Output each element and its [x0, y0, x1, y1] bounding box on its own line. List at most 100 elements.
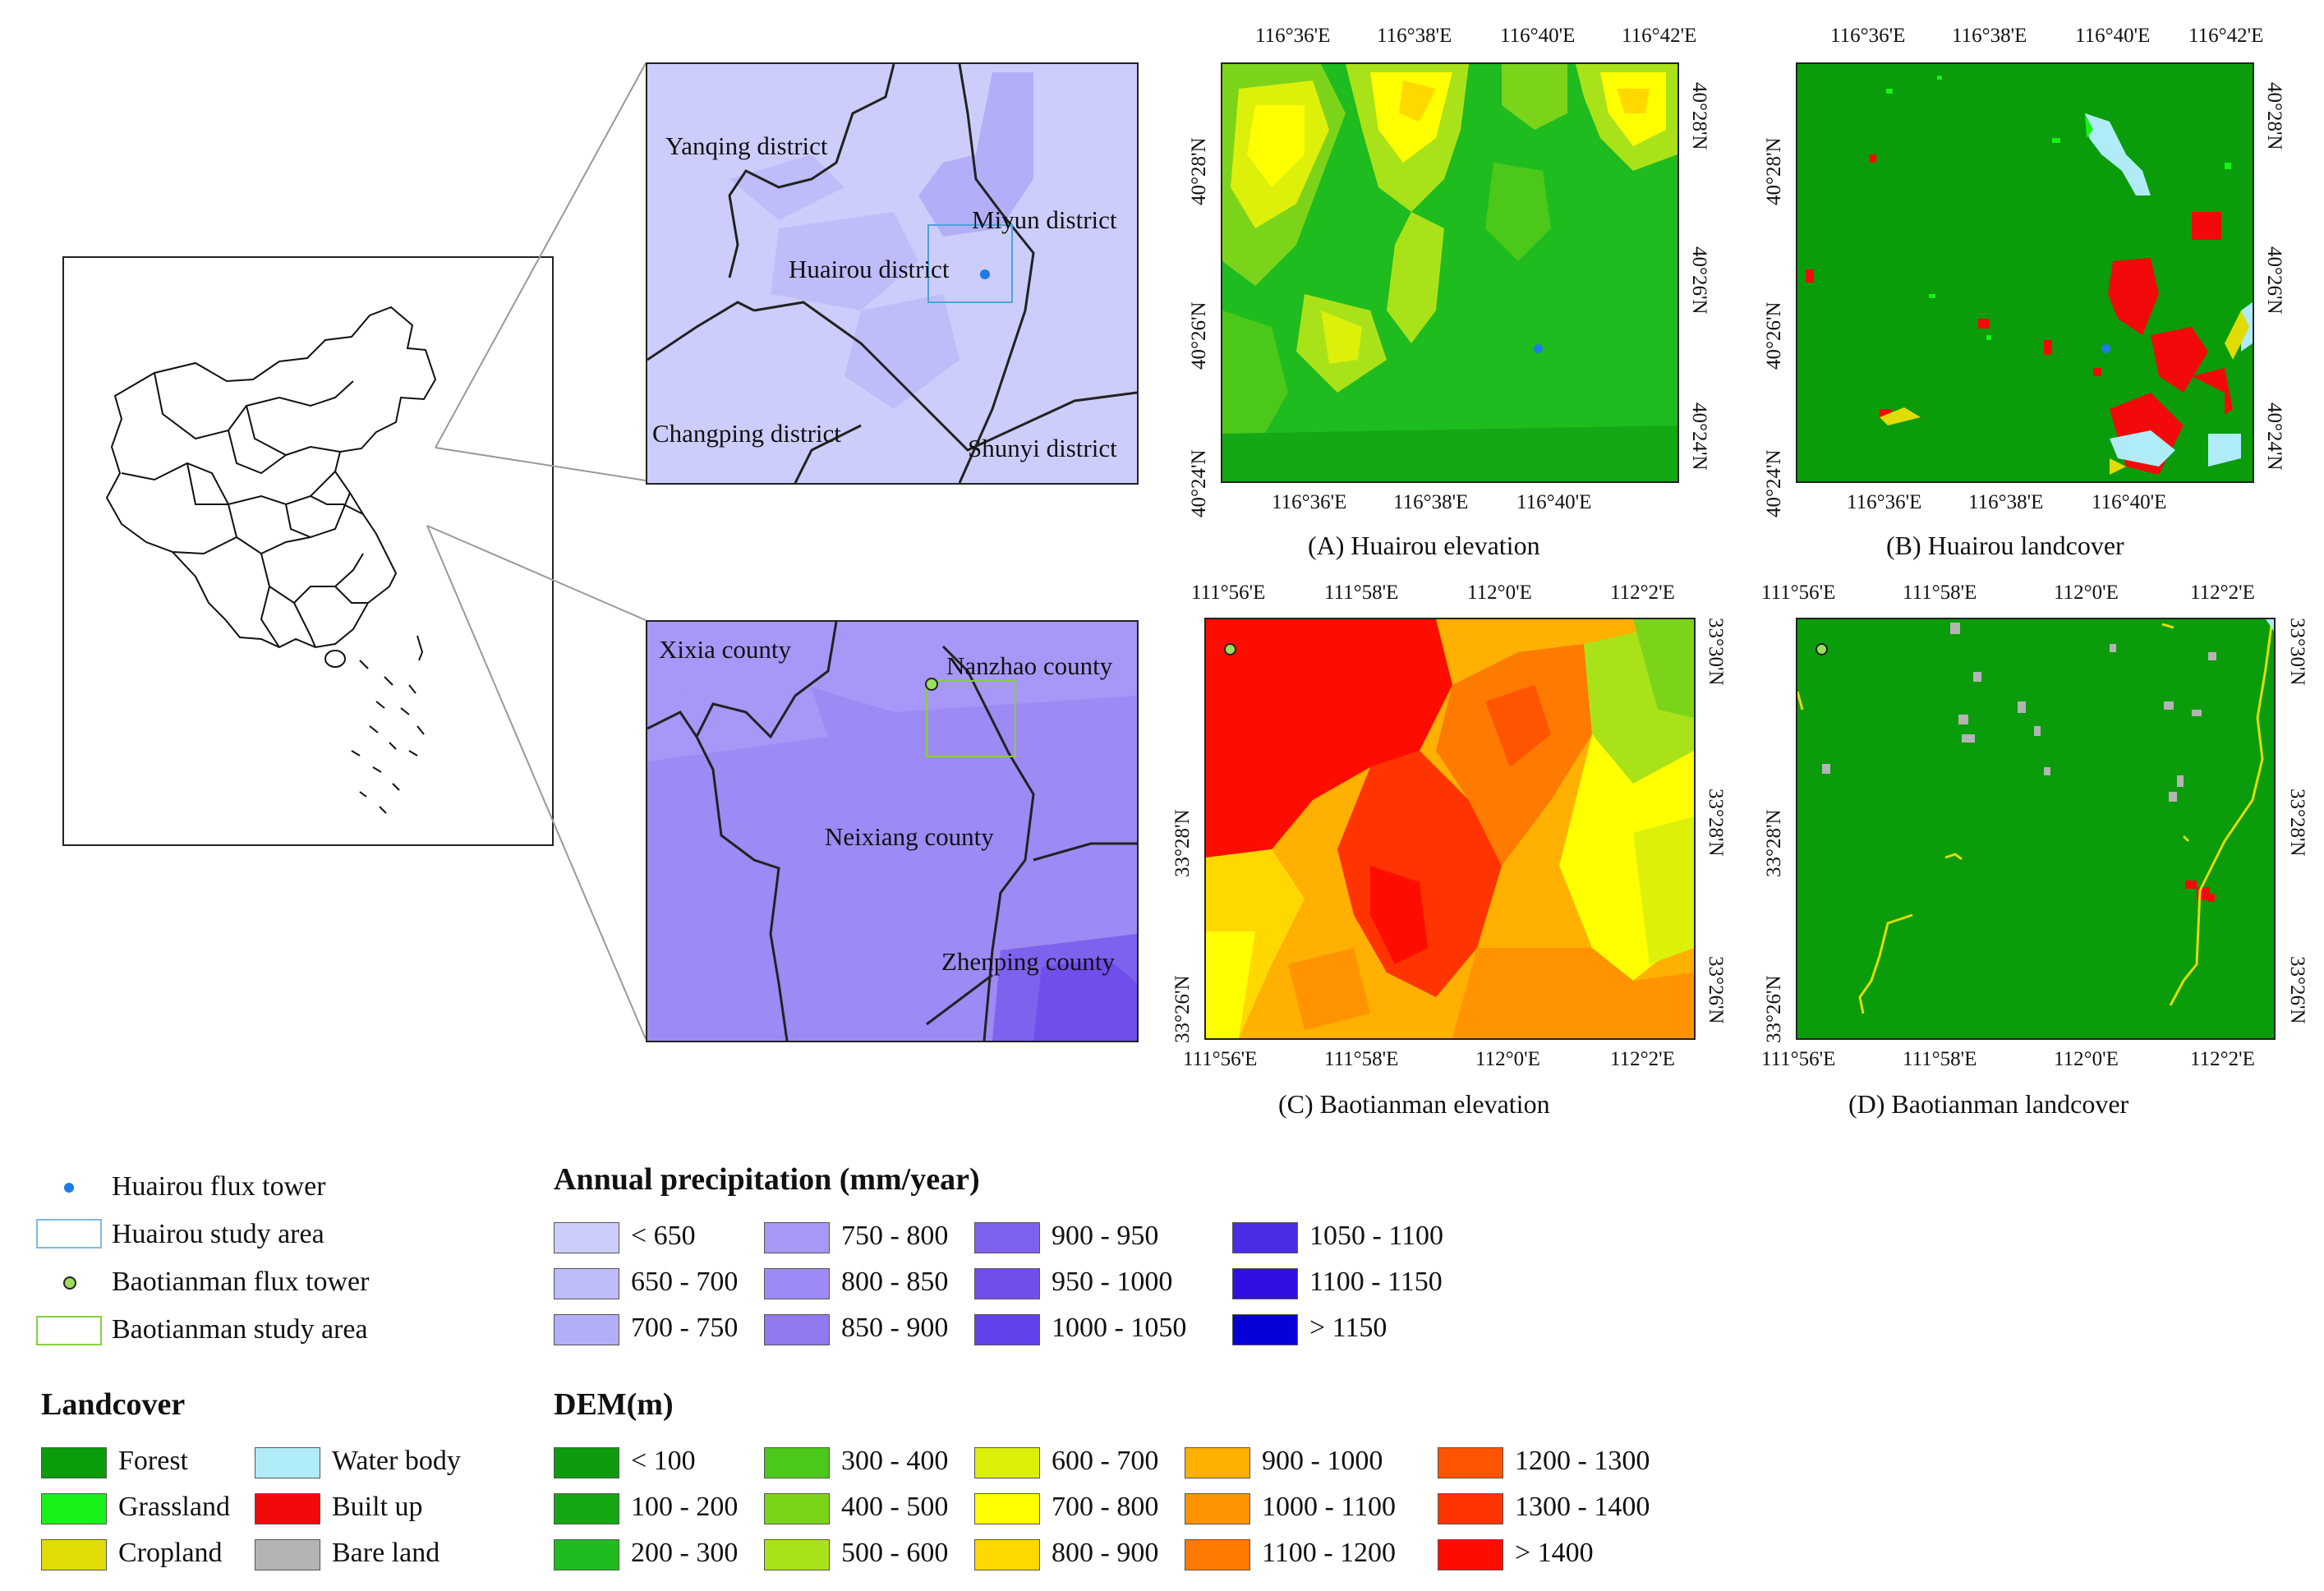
landcover-label: Water body: [332, 1446, 461, 1476]
label-yanqing: Yanqing district: [665, 131, 828, 160]
precip-swatch: [554, 1222, 619, 1253]
dem-legend-title: DEM(m): [554, 1387, 674, 1422]
a-right-tick: 40°28'N: [1688, 82, 1710, 150]
dem-label: > 1400: [1515, 1538, 1594, 1568]
b-left-tick: 40°28'N: [1763, 137, 1785, 205]
a-right-tick: 40°26'N: [1688, 246, 1710, 315]
baotianman-flux-tower-marker-c: [1224, 643, 1236, 655]
dem-swatch: [554, 1539, 619, 1570]
landcover-swatch: [255, 1493, 320, 1524]
baotianman-flux-tower-marker: [925, 678, 938, 691]
landcover-swatch: [41, 1539, 107, 1570]
landcover-swatch: [41, 1447, 107, 1478]
d-right-tick: 33°26'N: [2286, 956, 2308, 1024]
d-bottom-tick: 112°0'E: [2054, 1048, 2119, 1070]
legend-baotianman-study-area: Baotianman study area: [112, 1314, 368, 1345]
a-left-tick: 40°26'N: [1188, 301, 1210, 370]
dem-label: 1000 - 1100: [1262, 1492, 1397, 1522]
legend-huairou-study-area: Huairou study area: [112, 1219, 324, 1249]
d-bottom-tick: 111°58'E: [1903, 1048, 1977, 1070]
dem-swatch: [974, 1447, 1040, 1478]
label-shunyi: Shunyi district: [968, 434, 1117, 462]
dem-label: 1200 - 1300: [1515, 1446, 1650, 1476]
d-top-tick: 111°56'E: [1761, 582, 1836, 604]
dem-swatch: [1185, 1493, 1250, 1524]
c-left-tick: 33°26'N: [1171, 975, 1194, 1043]
precip-swatch: [974, 1222, 1040, 1253]
precip-swatch: [1232, 1268, 1298, 1299]
c-bottom-tick: 112°0'E: [1475, 1048, 1540, 1070]
c-bottom-tick: 112°2'E: [1610, 1048, 1675, 1070]
precip-label: 900 - 950: [1052, 1221, 1159, 1251]
huairou-precipitation-inset: Yanqing district Huairou district Miyun …: [646, 62, 1139, 485]
dem-swatch: [1438, 1539, 1503, 1570]
precip-label: < 650: [631, 1221, 696, 1251]
c-right-tick: 33°28'N: [1705, 789, 1727, 857]
legend-huairou-flux-tower: Huairou flux tower: [112, 1171, 326, 1202]
huairou-study-area-symbol: [36, 1219, 102, 1248]
caption-d: (D) Baotianman landcover: [1848, 1089, 2129, 1119]
precip-label: 850 - 900: [841, 1313, 949, 1343]
a-top-tick: 116°40'E: [1500, 25, 1576, 47]
precip-swatch: [764, 1268, 830, 1299]
precip-swatch: [974, 1314, 1040, 1345]
b-right-tick: 40°26'N: [2263, 246, 2285, 315]
caption-c: (C) Baotianman elevation: [1278, 1089, 1550, 1119]
a-top-tick: 116°38'E: [1377, 25, 1452, 47]
china-overview-map: [62, 256, 554, 846]
label-miyun: Miyun district: [972, 205, 1117, 234]
dem-swatch: [554, 1447, 619, 1478]
baotianman-landcover-shapes: [1797, 619, 2274, 1014]
label-changping: Changping district: [652, 419, 841, 448]
huairou-flux-tower-marker: [980, 269, 990, 279]
label-xixia: Xixia county: [659, 635, 791, 664]
precip-label: 950 - 1000: [1052, 1267, 1173, 1297]
label-zhenping: Zhenping county: [941, 947, 1115, 976]
a-bottom-tick: 116°36'E: [1272, 491, 1347, 513]
label-nanzhao: Nanzhao county: [946, 651, 1113, 680]
dem-label: 300 - 400: [841, 1446, 949, 1476]
baotianman-precip-shapes: [647, 622, 1137, 1041]
precip-swatch: [764, 1314, 830, 1345]
landcover-label: Cropland: [118, 1538, 223, 1568]
dem-label: 600 - 700: [1052, 1446, 1159, 1476]
huairou-elevation-map: [1221, 62, 1679, 483]
dem-label: < 100: [631, 1446, 696, 1476]
huairou-landcover-shapes: [1806, 76, 2253, 475]
precip-label: 700 - 750: [631, 1313, 739, 1343]
dem-swatch: [764, 1447, 830, 1478]
dem-label: 900 - 1000: [1262, 1446, 1383, 1476]
dem-swatch: [1185, 1447, 1250, 1478]
dem-swatch: [974, 1539, 1040, 1570]
precip-label: > 1150: [1309, 1313, 1387, 1343]
a-left-tick: 40°24'N: [1188, 449, 1210, 517]
label-neixiang: Neixiang county: [825, 822, 994, 851]
dem-swatch: [974, 1493, 1040, 1524]
b-top-tick: 116°36'E: [1830, 25, 1906, 47]
landcover-label: Forest: [118, 1446, 188, 1476]
b-top-tick: 116°38'E: [1952, 25, 2027, 47]
d-right-tick: 33°30'N: [2286, 618, 2308, 686]
b-right-tick: 40°24'N: [2263, 402, 2285, 471]
precip-swatch: [554, 1268, 619, 1299]
a-left-tick: 40°28'N: [1188, 137, 1210, 205]
c-top-tick: 111°56'E: [1191, 582, 1266, 604]
d-top-tick: 112°0'E: [2054, 582, 2119, 604]
a-bottom-tick: 116°38'E: [1393, 491, 1469, 513]
c-top-tick: 112°2'E: [1610, 582, 1675, 604]
dem-label: 400 - 500: [841, 1492, 949, 1522]
d-top-tick: 112°2'E: [2190, 582, 2255, 604]
c-right-tick: 33°30'N: [1705, 618, 1727, 686]
b-top-tick: 116°40'E: [2075, 25, 2151, 47]
huairou-flux-tower-symbol: [64, 1183, 74, 1193]
precip-label: 1000 - 1050: [1052, 1313, 1187, 1343]
baotianman-flux-tower-marker-d: [1815, 643, 1828, 655]
huairou-flux-tower-marker-b: [2101, 344, 2110, 353]
baotianman-precipitation-inset: Xixia county Nanzhao county Neixiang cou…: [646, 620, 1139, 1042]
landcover-swatch: [255, 1447, 320, 1478]
d-top-tick: 111°58'E: [1903, 582, 1977, 604]
precip-swatch: [1232, 1222, 1298, 1253]
legend-baotianman-flux-tower: Baotianman flux tower: [112, 1267, 370, 1297]
baotianman-elevation-map: [1204, 618, 1696, 1040]
dem-label: 1100 - 1200: [1262, 1538, 1397, 1568]
